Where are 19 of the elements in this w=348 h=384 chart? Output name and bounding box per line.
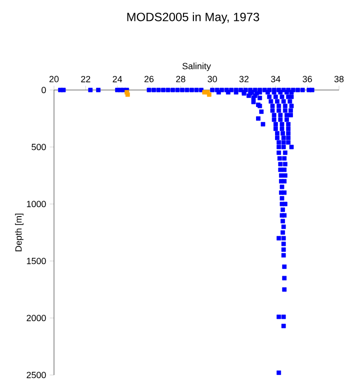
x-tick-label: 22 xyxy=(81,76,90,82)
y-tick-label: 2500 xyxy=(26,372,46,378)
x-tick-label: 34 xyxy=(271,76,280,82)
y-tick-label: 1000 xyxy=(26,200,46,208)
y-tick-label: 0 xyxy=(42,86,46,94)
x-tick-label: 36 xyxy=(302,76,312,82)
x-tick-label: 24 xyxy=(112,76,122,82)
x-tick-label: 26 xyxy=(144,76,154,82)
y-axis-title: Depth [m] xyxy=(15,214,24,252)
y-tick-label: 500 xyxy=(32,144,46,150)
chart-title: MODS2005 in May, 1973 xyxy=(127,12,260,24)
y-tick-label: 1500 xyxy=(26,258,46,264)
y-tick-label: 2000 xyxy=(26,314,46,322)
x-tick-label: 30 xyxy=(208,76,217,82)
x-tick-label: 38 xyxy=(334,76,344,82)
x-tick-label: 28 xyxy=(176,76,186,82)
x-axis-title: Salinity xyxy=(182,62,211,72)
x-tick-label: 20 xyxy=(49,76,59,82)
x-tick-label: 32 xyxy=(239,76,249,82)
